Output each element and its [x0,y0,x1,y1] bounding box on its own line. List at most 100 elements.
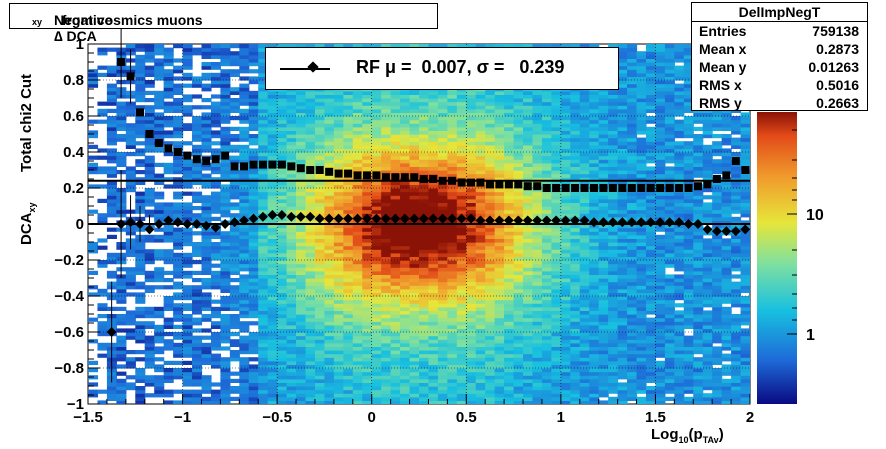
heatmap-cell [210,123,221,128]
heatmap-cell [437,227,448,232]
heatmap-cell [579,224,590,229]
heatmap-cell [513,195,524,200]
heatmap-cell [400,360,411,365]
heatmap-cell [608,260,619,265]
heatmap-cell [296,112,307,117]
heatmap-cell [305,353,316,358]
heatmap-cell [173,368,184,373]
heatmap-cell [135,368,146,373]
heatmap-cell [97,148,108,153]
heatmap-cell [248,249,259,254]
heatmap-cell [409,238,420,243]
heatmap-cell [333,188,344,193]
heatmap-cell [173,116,184,121]
heatmap-cell [296,116,307,121]
heatmap-cell [314,296,326,301]
heatmap-cell [362,144,373,149]
heatmap-cell [362,123,373,128]
heatmap-cell [504,378,515,383]
heatmap-cell [220,364,231,369]
heatmap-cell [154,126,165,131]
heatmap-cell [475,98,486,103]
heatmap-cell [239,386,250,391]
heatmap-cell [220,400,231,404]
heatmap-cell [248,314,259,319]
heatmap-cell [513,314,524,319]
heatmap-cell [135,371,146,376]
heatmap-cell [362,227,373,232]
heatmap-cell [513,166,524,171]
heatmap-cell [494,245,505,250]
heatmap-cell [154,123,165,128]
heatmap-cell [296,274,307,279]
heatmap-cell [513,296,524,301]
heatmap-cell [485,310,496,315]
heatmap-cell [381,375,392,380]
heatmap-cell [362,105,373,110]
heatmap-cell [267,288,278,293]
heatmap-cell [277,310,288,315]
heatmap-cell [589,170,600,175]
heatmap-cell [579,400,590,404]
heatmap-cell [400,198,411,203]
heatmap-cell [560,126,571,131]
heatmap-cell [390,321,401,326]
heatmap-cell [220,112,231,117]
heatmap-cell [144,80,155,85]
heatmap-cell [447,202,458,207]
heatmap-cell [154,180,165,185]
heatmap-cell [305,148,316,153]
heatmap-cell [239,180,250,185]
heatmap-cell [333,227,344,232]
heatmap-cell [324,227,335,232]
heatmap-cell [570,162,581,167]
heatmap-cell [210,360,221,365]
heatmap-cell [163,231,174,236]
heatmap-cell [504,213,515,218]
heatmap-cell [239,296,250,301]
heatmap-cell [239,303,250,308]
heatmap-cell [305,382,316,387]
heatmap-cell [371,180,382,185]
heatmap-cell [447,296,458,301]
heatmap-cell [475,267,486,272]
heatmap-cell [220,393,231,398]
heatmap-cell [428,339,439,344]
heatmap-cell [163,285,174,290]
heatmap-cell [258,332,269,337]
heatmap-cell [324,260,335,265]
heatmap-cell [324,108,335,113]
heatmap-cell [210,234,221,239]
heatmap-cell [239,375,250,380]
heatmap-cell [192,76,203,81]
heatmap-cell [409,378,420,383]
heatmap-cell [296,364,307,369]
heatmap-cell [343,112,354,117]
heatmap-cell [437,303,448,308]
heatmap-cell [570,321,581,326]
heatmap-cell [541,296,552,301]
heatmap-cell [513,353,524,358]
heatmap-cell [371,332,382,337]
heatmap-cell [390,94,401,99]
heatmap-cell [154,98,165,103]
heatmap-cell [314,90,326,95]
heatmap-cell [475,198,486,203]
heatmap-cell [485,317,496,322]
heatmap-cell [532,195,543,200]
heatmap-cell [97,155,108,160]
heatmap-cell [560,396,571,401]
heatmap-cell [541,360,552,365]
heatmap-cell [343,342,354,347]
heatmap-cell [608,281,619,286]
heatmap-cell [296,177,307,182]
heatmap-cell [390,184,401,189]
heatmap-cell [551,137,562,142]
heatmap-cell [324,177,335,182]
heatmap-cell [125,278,136,283]
heatmap-cell [314,396,326,401]
heatmap-cell [362,263,373,268]
heatmap-cell [135,256,146,261]
heatmap-cell [333,306,344,311]
heatmap-cell [456,188,467,193]
